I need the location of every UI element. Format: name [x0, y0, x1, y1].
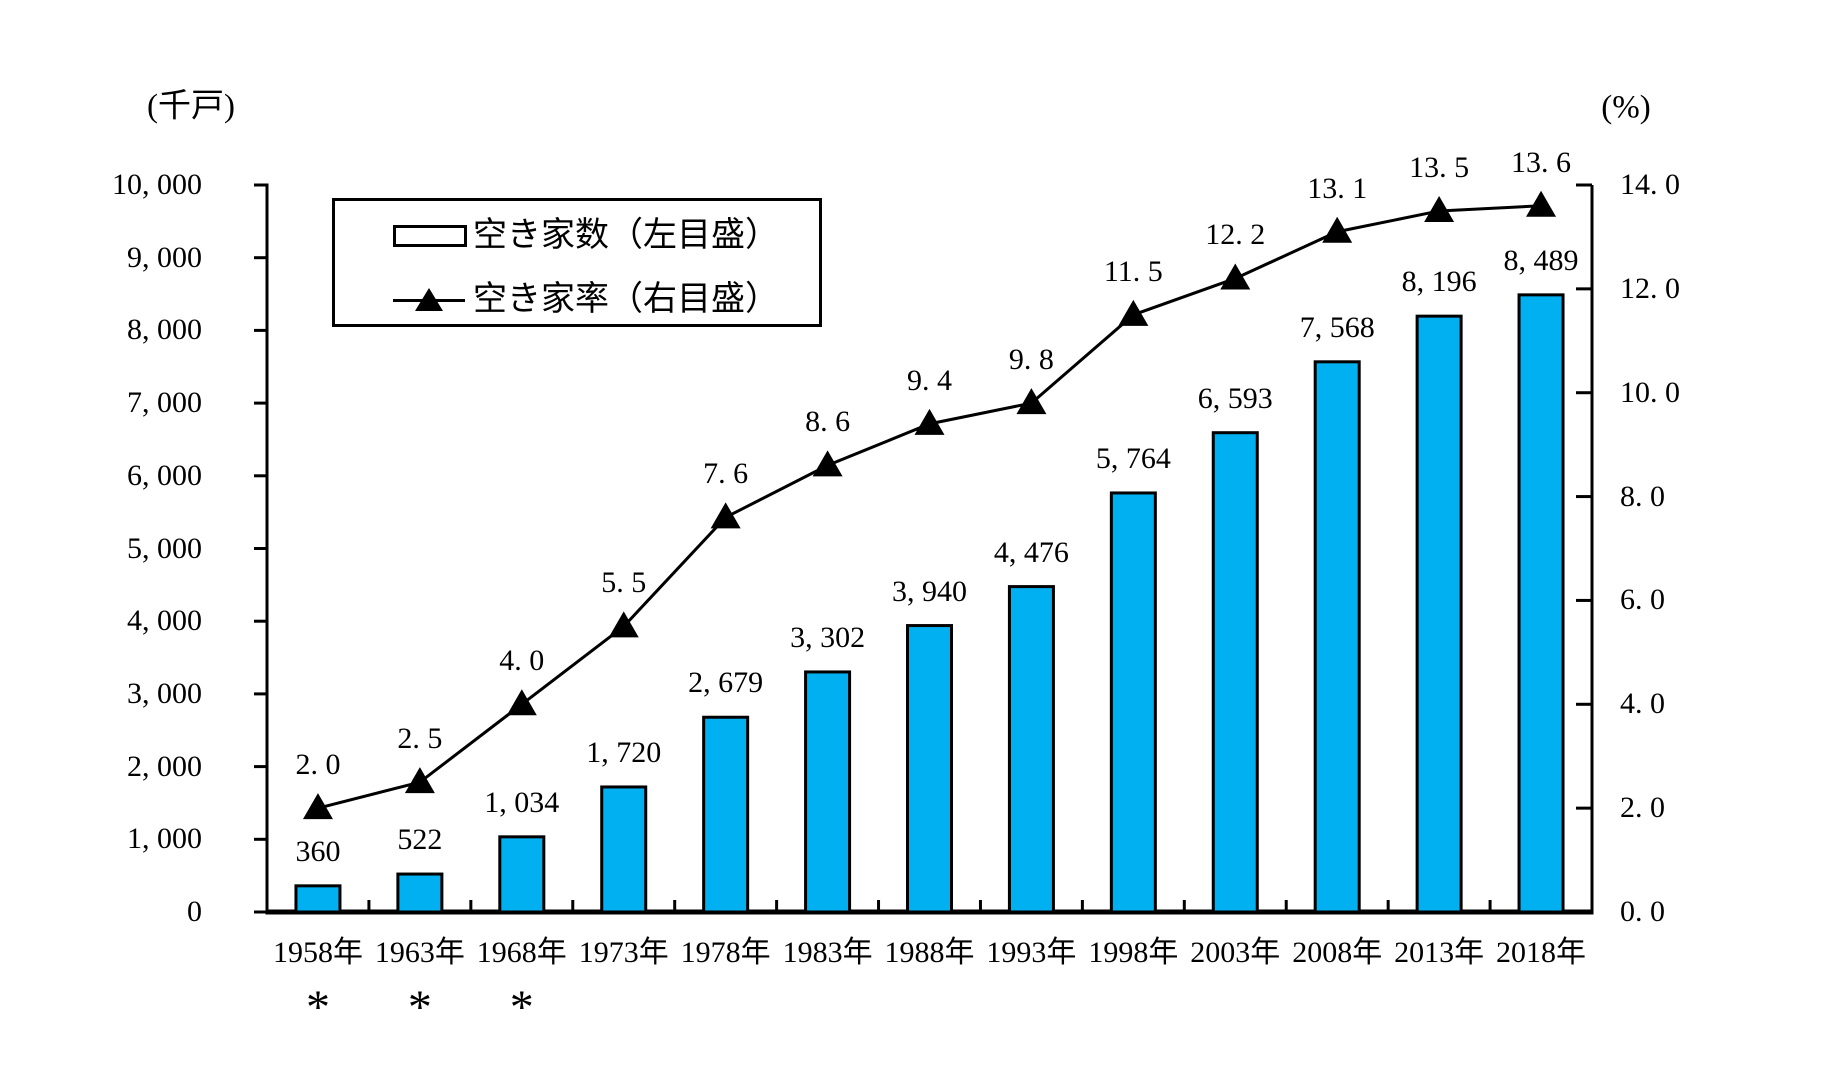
year-label-2018: 2018年: [1496, 936, 1587, 969]
triangle-marker-1958: [302, 793, 333, 820]
bar-value-label-1993: 4, 476: [993, 535, 1069, 569]
right-tick-label-1: 2. 0: [1620, 791, 1665, 825]
year-label-1998: 1998年: [1088, 936, 1179, 969]
bar-value-label-1973: 1, 720: [586, 735, 662, 769]
left-tick-label-0: 0: [187, 895, 202, 928]
footnote-asterisk-1968: *: [509, 981, 534, 1034]
right-tick-label-3: 6. 0: [1620, 583, 1665, 617]
bar-1973: [600, 785, 648, 914]
year-label-1988: 1988年: [884, 936, 975, 969]
bar-value-label-2018: 8, 489: [1503, 243, 1579, 277]
right-tick-label-2: 4. 0: [1620, 687, 1665, 721]
right-axis-unit-label: (%): [1601, 89, 1651, 126]
triangle-marker-1968: [506, 689, 537, 716]
year-label-2008: 2008年: [1292, 936, 1383, 969]
rate-value-label-1998: 11. 5: [1103, 254, 1163, 288]
bar-value-label-2013: 8, 196: [1401, 265, 1477, 299]
triangle-marker-1963: [404, 767, 435, 794]
bar-1963: [396, 872, 444, 914]
year-label-1983: 1983年: [782, 936, 873, 969]
year-label-1973: 1973年: [578, 936, 669, 969]
rate-value-label-1978: 7. 6: [703, 457, 749, 491]
year-label-2013: 2013年: [1394, 936, 1485, 969]
triangle-marker-2008: [1322, 216, 1353, 243]
year-label-1993: 1993年: [986, 936, 1077, 969]
right-tick-label-4: 8. 0: [1620, 479, 1665, 513]
left-tick-label-5: 5, 000: [127, 531, 202, 565]
bar-value-label-1968: 1, 034: [484, 785, 560, 819]
bar-1998: [1109, 491, 1157, 914]
rate-value-label-1963: 2. 5: [397, 722, 443, 756]
bar-value-label-1998: 5, 764: [1095, 441, 1171, 475]
left-tick-label-2: 2, 000: [127, 749, 202, 783]
rate-value-label-2003: 12. 2: [1205, 218, 1266, 252]
legend-triangle-icon: [415, 288, 443, 311]
year-label-1978: 1978年: [680, 936, 771, 969]
left-tick-label-7: 7, 000: [127, 386, 202, 420]
left-tick-label-3: 3, 000: [127, 676, 202, 710]
triangle-marker-1998: [1118, 299, 1149, 326]
year-label-1963: 1963年: [374, 936, 465, 969]
rate-value-label-1993: 9. 8: [1008, 343, 1054, 377]
right-tick-label-6: 12. 0: [1620, 271, 1680, 305]
bar-2018: [1517, 293, 1565, 914]
left-tick-label-9: 9, 000: [127, 240, 202, 274]
legend-label-vacant-count: 空き家数（左目盛）: [473, 217, 779, 254]
bar-1993: [1007, 585, 1055, 914]
bar-value-label-1983: 3, 302: [790, 620, 866, 654]
right-tick-label-5: 10. 0: [1620, 375, 1680, 409]
triangle-marker-2003: [1220, 263, 1251, 290]
right-tick-label-0: 0. 0: [1620, 895, 1665, 928]
bar-2013: [1415, 314, 1463, 914]
bar-1978: [702, 715, 750, 914]
rate-value-label-1973: 5. 5: [601, 566, 647, 600]
left-tick-label-6: 6, 000: [127, 458, 202, 492]
bar-1988: [906, 624, 953, 914]
left-tick-label-10: 10, 000: [112, 168, 202, 201]
bar-2008: [1313, 360, 1361, 914]
bar-value-label-1978: 2, 679: [688, 666, 764, 700]
bar-1968: [498, 835, 546, 914]
left-tick-label-1: 1, 000: [127, 822, 202, 856]
year-label-1958: 1958年: [272, 936, 363, 969]
year-label-2003: 2003年: [1190, 936, 1281, 969]
bar-2003: [1211, 431, 1259, 914]
bar-1983: [804, 670, 852, 914]
left-tick-label-8: 8, 000: [127, 313, 202, 347]
right-tick-label-7: 14. 0: [1620, 168, 1680, 201]
bar-value-label-2008: 7, 568: [1299, 310, 1375, 344]
left-axis-unit-label: (千戸): [147, 88, 235, 125]
triangle-marker-1973: [608, 611, 639, 638]
bar-value-label-2003: 6, 593: [1197, 381, 1273, 415]
triangle-marker-2013: [1424, 195, 1455, 222]
rate-value-label-2013: 13. 5: [1409, 150, 1470, 184]
bar-value-label-1963: 522: [397, 823, 443, 857]
legend-bar-swatch: [393, 225, 467, 247]
footnote-asterisk-1963: *: [407, 981, 432, 1034]
triangle-marker-2018: [1526, 190, 1557, 217]
triangle-marker-1983: [812, 450, 843, 477]
left-tick-label-4: 4, 000: [127, 604, 202, 638]
rate-value-label-1983: 8. 6: [805, 405, 851, 439]
triangle-marker-1978: [710, 502, 741, 529]
rate-value-label-2018: 13. 6: [1511, 145, 1572, 179]
rate-value-label-1968: 4. 0: [499, 644, 545, 678]
legend: 空き家数（左目盛） 空き家率（右目盛）: [332, 198, 822, 327]
rate-value-label-1988: 9. 4: [907, 363, 952, 397]
bar-1958: [294, 884, 342, 914]
rate-value-label-2008: 13. 1: [1307, 171, 1368, 205]
year-label-1968: 1968年: [476, 936, 567, 969]
footnote-asterisk-1958: *: [305, 981, 330, 1034]
bar-value-label-1958: 360: [295, 834, 341, 868]
bar-value-label-1988: 3, 940: [892, 574, 967, 608]
triangle-marker-1988: [914, 408, 945, 435]
legend-label-vacancy-rate: 空き家率（右目盛）: [473, 281, 779, 318]
triangle-marker-1993: [1016, 388, 1047, 415]
rate-value-label-1958: 2. 0: [295, 748, 341, 782]
